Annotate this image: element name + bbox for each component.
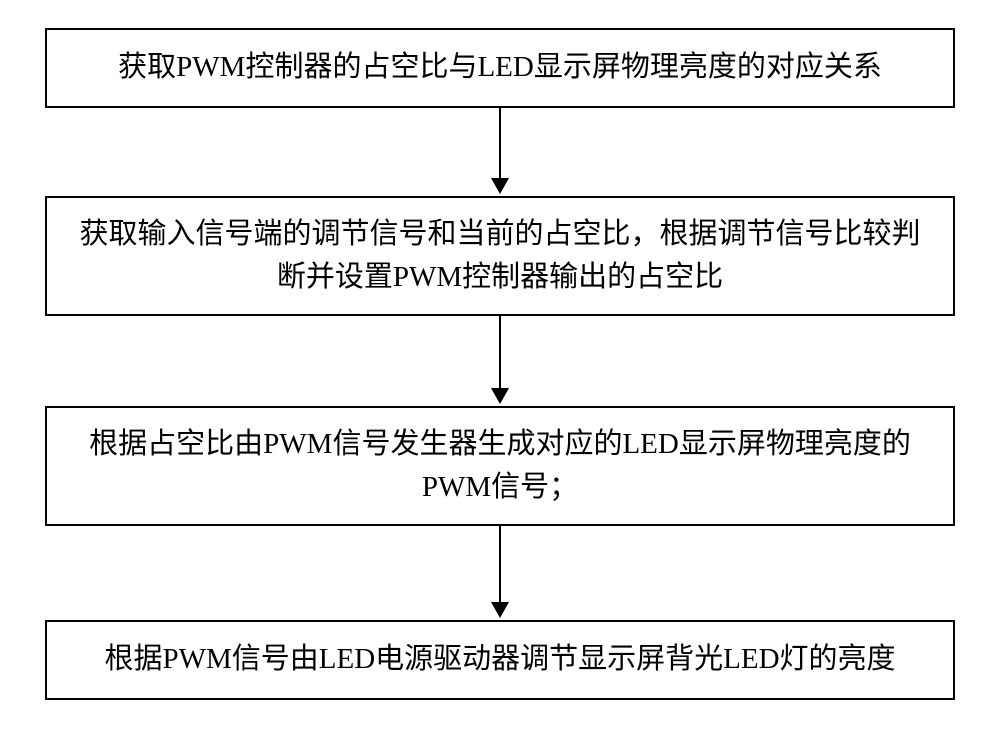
flowchart-step-4: 根据PWM信号由LED电源驱动器调节显示屏背光LED灯的亮度 [45, 620, 955, 700]
arrow-1-line [499, 108, 501, 178]
flowchart-step-2: 获取输入信号端的调节信号和当前的占空比，根据调节信号比较判断并设置PWM控制器输… [45, 196, 955, 316]
arrow-2-line [499, 316, 501, 388]
arrow-2-head [491, 388, 509, 404]
step-3-text: 根据占空比由PWM信号发生器生成对应的LED显示屏物理亮度的PWM信号； [67, 423, 933, 510]
arrow-3-line [499, 526, 501, 602]
arrow-1-head [491, 178, 509, 194]
step-1-text: 获取PWM控制器的占空比与LED显示屏物理亮度的对应关系 [118, 46, 882, 90]
flowchart-step-3: 根据占空比由PWM信号发生器生成对应的LED显示屏物理亮度的PWM信号； [45, 406, 955, 526]
step-2-text: 获取输入信号端的调节信号和当前的占空比，根据调节信号比较判断并设置PWM控制器输… [67, 213, 933, 300]
flowchart-container: 获取PWM控制器的占空比与LED显示屏物理亮度的对应关系 获取输入信号端的调节信… [0, 0, 1000, 742]
arrow-3-head [491, 602, 509, 618]
flowchart-step-1: 获取PWM控制器的占空比与LED显示屏物理亮度的对应关系 [45, 28, 955, 108]
step-4-text: 根据PWM信号由LED电源驱动器调节显示屏背光LED灯的亮度 [104, 638, 895, 682]
